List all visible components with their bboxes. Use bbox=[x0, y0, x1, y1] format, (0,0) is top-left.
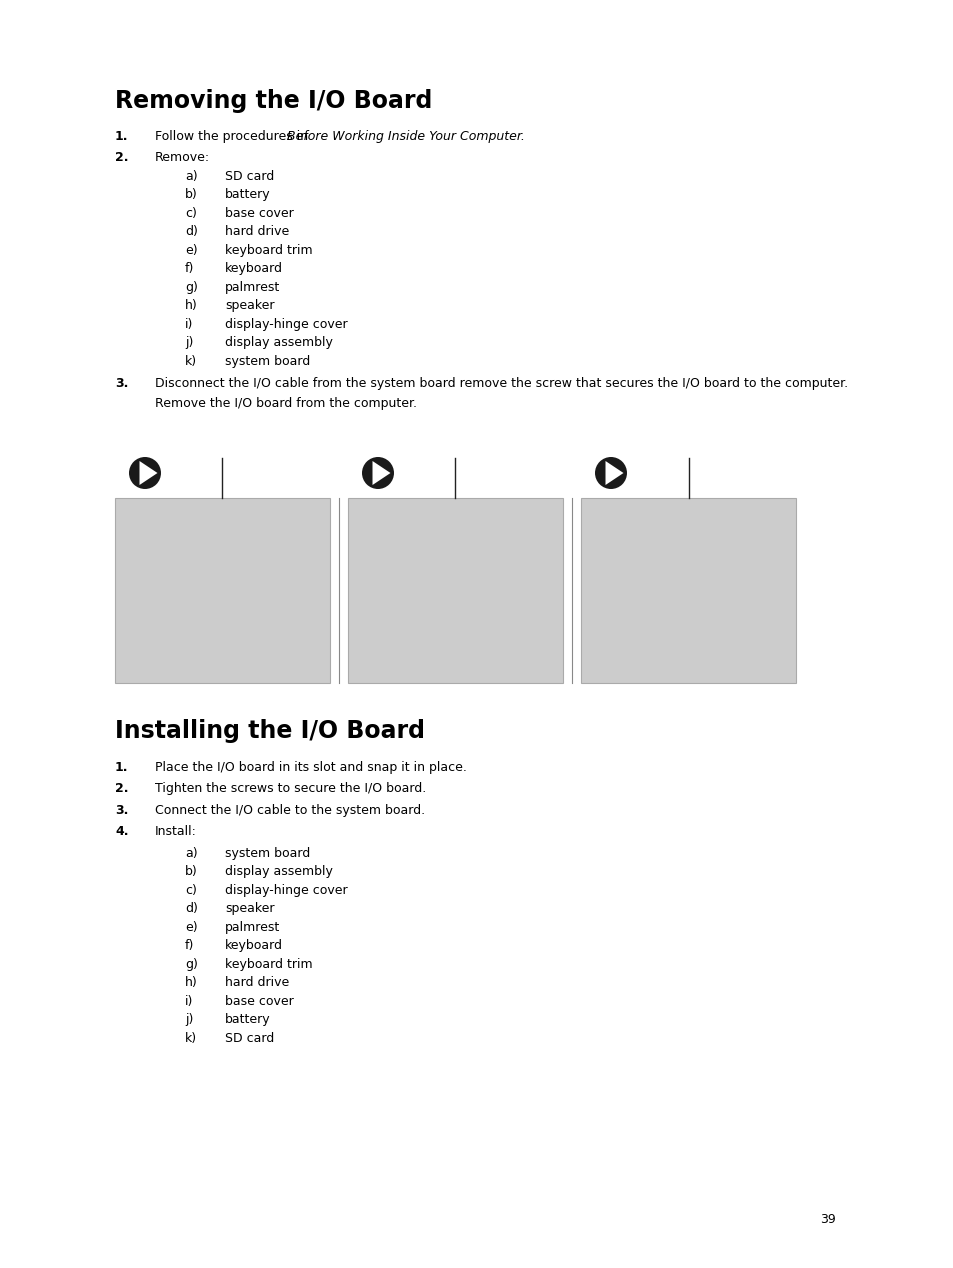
Text: h): h) bbox=[185, 976, 197, 989]
Text: 2.: 2. bbox=[115, 151, 129, 165]
Text: Place the I/O board in its slot and snap it in place.: Place the I/O board in its slot and snap… bbox=[154, 761, 466, 773]
Bar bbox=[115, 498, 330, 683]
Ellipse shape bbox=[361, 456, 394, 489]
Text: display assembly: display assembly bbox=[225, 336, 333, 350]
Text: system board: system board bbox=[225, 355, 310, 368]
Text: g): g) bbox=[185, 957, 197, 971]
Text: g): g) bbox=[185, 281, 197, 294]
Polygon shape bbox=[139, 462, 157, 484]
Text: battery: battery bbox=[225, 189, 271, 202]
Text: SD card: SD card bbox=[225, 1032, 274, 1045]
Text: k): k) bbox=[185, 1032, 197, 1045]
Text: 1.: 1. bbox=[115, 761, 129, 773]
Text: c): c) bbox=[185, 884, 196, 896]
Text: base cover: base cover bbox=[225, 995, 294, 1008]
Text: h): h) bbox=[185, 299, 197, 312]
Text: k): k) bbox=[185, 355, 197, 368]
Text: battery: battery bbox=[225, 1013, 271, 1026]
Text: f): f) bbox=[185, 940, 194, 952]
Text: i): i) bbox=[185, 318, 193, 331]
Text: 3.: 3. bbox=[115, 378, 129, 391]
Text: 1.: 1. bbox=[115, 131, 129, 143]
Text: a): a) bbox=[185, 847, 197, 860]
Text: b): b) bbox=[185, 189, 197, 202]
Text: d): d) bbox=[185, 903, 197, 915]
Text: a): a) bbox=[185, 170, 197, 183]
Text: Remove:: Remove: bbox=[154, 151, 210, 165]
Bar bbox=[580, 498, 795, 683]
Text: Removing the I/O Board: Removing the I/O Board bbox=[115, 89, 432, 113]
Text: Before Working Inside Your Computer.: Before Working Inside Your Computer. bbox=[287, 131, 524, 143]
Text: palmrest: palmrest bbox=[225, 281, 280, 294]
Bar bbox=[348, 498, 562, 683]
Text: display-hinge cover: display-hinge cover bbox=[225, 884, 347, 896]
Polygon shape bbox=[372, 462, 390, 484]
Text: e): e) bbox=[185, 921, 197, 933]
Text: Follow the procedures in: Follow the procedures in bbox=[154, 131, 312, 143]
Text: j): j) bbox=[185, 1013, 193, 1026]
Text: Disconnect the I/O cable from the system board remove the screw that secures the: Disconnect the I/O cable from the system… bbox=[154, 378, 847, 391]
Text: keyboard trim: keyboard trim bbox=[225, 243, 313, 257]
Text: 39: 39 bbox=[820, 1213, 835, 1226]
Text: base cover: base cover bbox=[225, 207, 294, 219]
Text: b): b) bbox=[185, 865, 197, 879]
Text: keyboard: keyboard bbox=[225, 940, 283, 952]
Ellipse shape bbox=[129, 456, 161, 489]
Text: speaker: speaker bbox=[225, 299, 274, 312]
Text: SD card: SD card bbox=[225, 170, 274, 183]
Text: i): i) bbox=[185, 995, 193, 1008]
Text: display assembly: display assembly bbox=[225, 865, 333, 879]
Text: 3.: 3. bbox=[115, 804, 129, 817]
Polygon shape bbox=[605, 462, 623, 484]
Text: 2.: 2. bbox=[115, 782, 129, 795]
Text: speaker: speaker bbox=[225, 903, 274, 915]
Text: f): f) bbox=[185, 262, 194, 275]
Text: j): j) bbox=[185, 336, 193, 350]
Text: 4.: 4. bbox=[115, 825, 129, 838]
Text: d): d) bbox=[185, 226, 197, 238]
Text: display-hinge cover: display-hinge cover bbox=[225, 318, 347, 331]
Text: Connect the I/O cable to the system board.: Connect the I/O cable to the system boar… bbox=[154, 804, 425, 817]
Text: e): e) bbox=[185, 243, 197, 257]
Ellipse shape bbox=[595, 456, 626, 489]
Text: palmrest: palmrest bbox=[225, 921, 280, 933]
Text: keyboard: keyboard bbox=[225, 262, 283, 275]
Text: Tighten the screws to secure the I/O board.: Tighten the screws to secure the I/O boa… bbox=[154, 782, 426, 795]
Text: Installing the I/O Board: Installing the I/O Board bbox=[115, 719, 424, 743]
Text: keyboard trim: keyboard trim bbox=[225, 957, 313, 971]
Text: hard drive: hard drive bbox=[225, 226, 289, 238]
Text: Remove the I/O board from the computer.: Remove the I/O board from the computer. bbox=[154, 397, 416, 410]
Text: system board: system board bbox=[225, 847, 310, 860]
Text: hard drive: hard drive bbox=[225, 976, 289, 989]
Text: c): c) bbox=[185, 207, 196, 219]
Text: Install:: Install: bbox=[154, 825, 196, 838]
